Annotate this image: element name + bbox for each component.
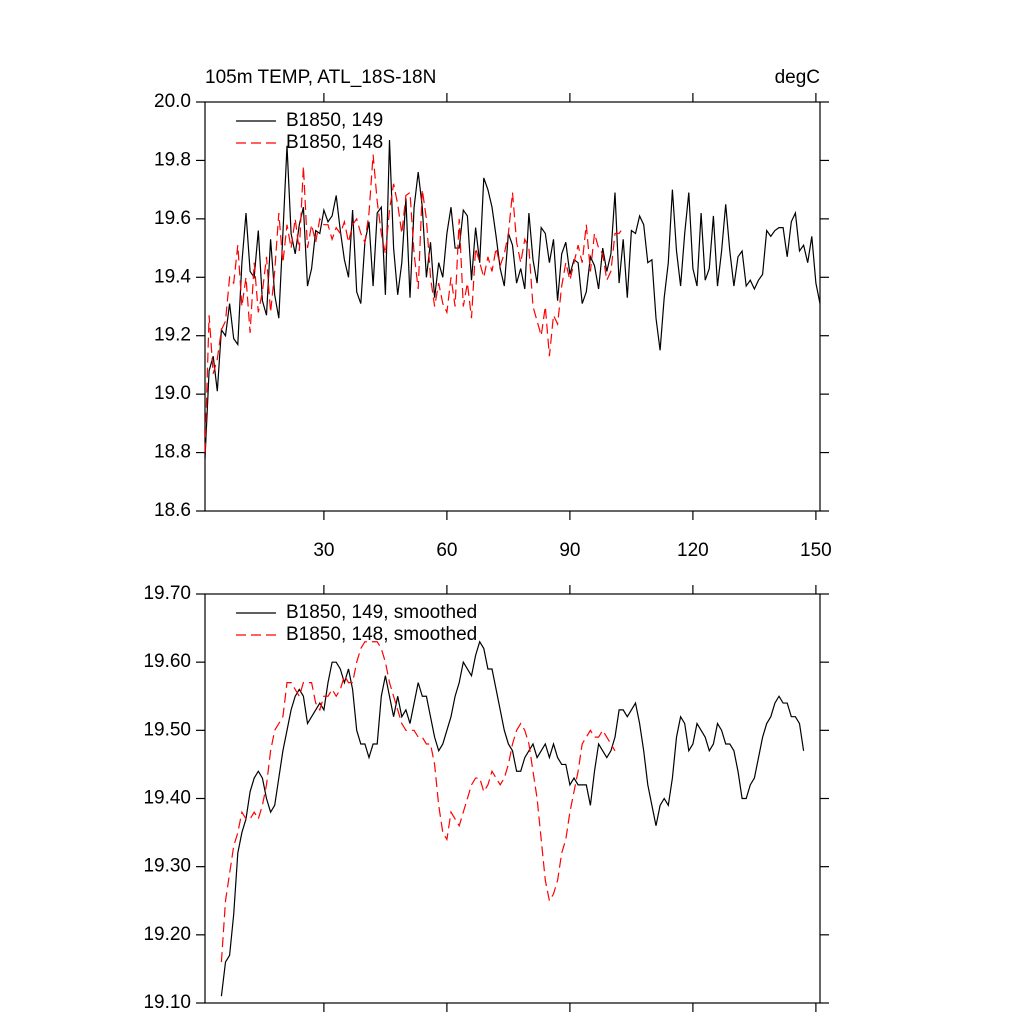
- y-tick-label: 19.10: [143, 992, 191, 1013]
- x-tick-label: 120: [677, 540, 709, 561]
- y-tick-label: 20.0: [154, 91, 191, 112]
- x-tick-label: 150: [800, 540, 832, 561]
- x-tick-label: 30: [313, 540, 334, 561]
- legend-label: B1850, 149, smoothed: [286, 602, 477, 623]
- legend-label: B1850, 148: [286, 132, 383, 153]
- series-line: [220, 640, 805, 997]
- plot-frame: [204, 593, 821, 1004]
- y-tick-label: 19.8: [154, 149, 191, 170]
- legend-label: B1850, 149: [286, 110, 383, 131]
- series-line: [220, 641, 616, 963]
- y-tick-label: 19.6: [154, 208, 191, 229]
- series-line: [204, 154, 624, 453]
- series-line: [204, 139, 821, 459]
- y-tick-label: 19.20: [143, 924, 191, 945]
- y-tick-label: 19.70: [143, 583, 191, 604]
- x-tick-label: 90: [559, 540, 580, 561]
- chart-title: 105m TEMP, ATL_18S-18N: [205, 67, 436, 88]
- y-tick-label: 19.4: [154, 266, 191, 287]
- y-tick-label: 18.8: [154, 442, 191, 463]
- x-tick-label: 60: [436, 540, 457, 561]
- y-tick-label: 19.50: [143, 719, 191, 740]
- y-tick-label: 19.2: [154, 325, 191, 346]
- y-tick-label: 19.30: [143, 856, 191, 877]
- legend-label: B1850, 148, smoothed: [286, 624, 477, 645]
- y-tick-label: 19.0: [154, 383, 191, 404]
- plot-frame: [204, 101, 821, 512]
- y-tick-label: 18.6: [154, 500, 191, 521]
- y-tick-label: 19.60: [143, 651, 191, 672]
- y-tick-label: 19.40: [143, 788, 191, 809]
- units-label: degC: [775, 67, 820, 88]
